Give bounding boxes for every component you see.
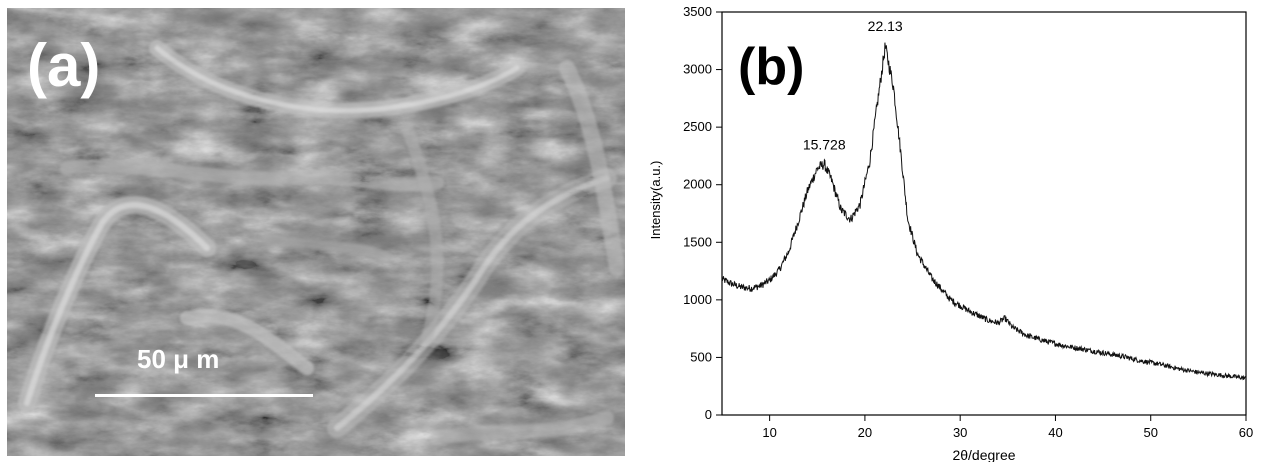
x-tick-label: 20 xyxy=(858,425,872,440)
plot-frame xyxy=(721,11,1247,416)
y-tick-label: 3000 xyxy=(683,62,712,77)
scale-bar-label: 50 μ m xyxy=(137,344,219,374)
y-axis: 0 500 1000 1500 2000 2500 3000 3500 xyxy=(683,4,722,422)
x-tick-label: 40 xyxy=(1048,425,1062,440)
y-tick-label: 1500 xyxy=(683,234,712,249)
peak-label: 15.728 xyxy=(803,137,846,153)
x-axis: 10 20 30 40 50 60 xyxy=(762,415,1253,440)
y-tick-label: 3500 xyxy=(683,4,712,19)
x-axis-label: 2θ/degree xyxy=(952,447,1015,462)
y-tick-label: 0 xyxy=(705,407,712,422)
xrd-chart-svg: 10 20 30 40 50 60 0 500 1000 1500 2000 2500 3000 350… xyxy=(648,4,1253,463)
peak-annotations: 15.728 22.13 xyxy=(803,18,903,153)
x-tick-label: 30 xyxy=(953,425,967,440)
y-tick-label: 500 xyxy=(690,349,712,364)
y-tick-label: 2500 xyxy=(683,119,712,134)
sem-micrograph: (a) 50 μ m xyxy=(7,8,625,456)
scale-bar xyxy=(95,394,313,397)
fiber-strands xyxy=(18,40,625,445)
x-tick-label: 10 xyxy=(762,425,776,440)
series-line xyxy=(721,42,1247,381)
x-tick-label: 50 xyxy=(1143,425,1157,440)
y-tick-label: 1000 xyxy=(683,292,712,307)
peak-label: 22.13 xyxy=(868,18,903,34)
xrd-chart: 10 20 30 40 50 60 0 500 1000 1500 2000 2500 3000 350… xyxy=(640,0,1261,463)
y-tick-label: 2000 xyxy=(683,177,712,192)
x-tick-label: 60 xyxy=(1239,425,1253,440)
sem-image: (a) 50 μ m xyxy=(7,8,625,456)
y-axis-label: Intensity(a.u.) xyxy=(648,161,663,240)
panel-a-label: (a) xyxy=(27,32,100,99)
panel-b-label: (b) xyxy=(738,38,804,96)
